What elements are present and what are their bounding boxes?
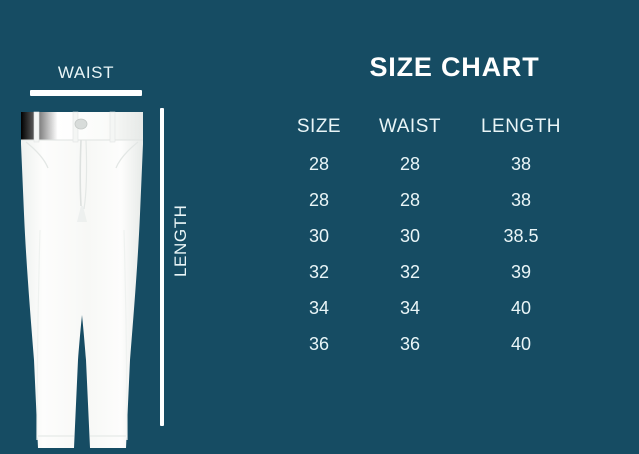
table-header-row: SIZE WAIST LENGTH bbox=[280, 108, 580, 146]
table-row: 34 34 40 bbox=[280, 290, 580, 326]
page-title: SIZE CHART bbox=[369, 52, 540, 82]
cell-length: 38 bbox=[510, 189, 532, 210]
cell-waist: 28 bbox=[399, 189, 421, 210]
cell-size: 28 bbox=[308, 153, 330, 174]
cell-length: 40 bbox=[510, 333, 532, 354]
column-header-length: LENGTH bbox=[480, 116, 562, 137]
table-row: 28 28 38 bbox=[280, 182, 580, 218]
cell-waist: 30 bbox=[399, 225, 421, 246]
cell-length: 39 bbox=[510, 261, 532, 282]
cell-waist: 34 bbox=[399, 297, 421, 318]
cell-size: 36 bbox=[308, 333, 330, 354]
table-row: 30 30 38.5 bbox=[280, 218, 580, 254]
cell-length: 38.5 bbox=[503, 225, 539, 246]
size-chart-table: SIZE WAIST LENGTH 28 28 38 28 28 38 30 bbox=[280, 108, 580, 362]
cell-length: 40 bbox=[510, 297, 532, 318]
cell-waist: 28 bbox=[399, 153, 421, 174]
product-illustration-panel: WAIST LENGTH bbox=[0, 0, 270, 454]
cell-waist: 36 bbox=[399, 333, 421, 354]
column-header-waist: WAIST bbox=[379, 116, 441, 137]
cell-length: 38 bbox=[510, 153, 532, 174]
waist-measure-bar bbox=[30, 90, 142, 96]
length-measure-label: LENGTH bbox=[171, 204, 190, 277]
cell-size: 28 bbox=[308, 189, 330, 210]
table-row: 36 36 40 bbox=[280, 326, 580, 362]
white-jeans-image bbox=[18, 110, 146, 454]
column-header-size: SIZE bbox=[296, 116, 342, 137]
length-measure-line bbox=[160, 108, 164, 426]
cell-size: 34 bbox=[308, 297, 330, 318]
waist-measure-label: WAIST bbox=[57, 63, 115, 82]
cell-size: 32 bbox=[308, 261, 330, 282]
cell-size: 30 bbox=[308, 225, 330, 246]
size-chart-panel: SIZE CHART SIZE WAIST LENGTH 28 28 38 28… bbox=[270, 0, 639, 454]
table-row: 28 28 38 bbox=[280, 146, 580, 182]
cell-waist: 32 bbox=[399, 261, 421, 282]
table-row: 32 32 39 bbox=[280, 254, 580, 290]
